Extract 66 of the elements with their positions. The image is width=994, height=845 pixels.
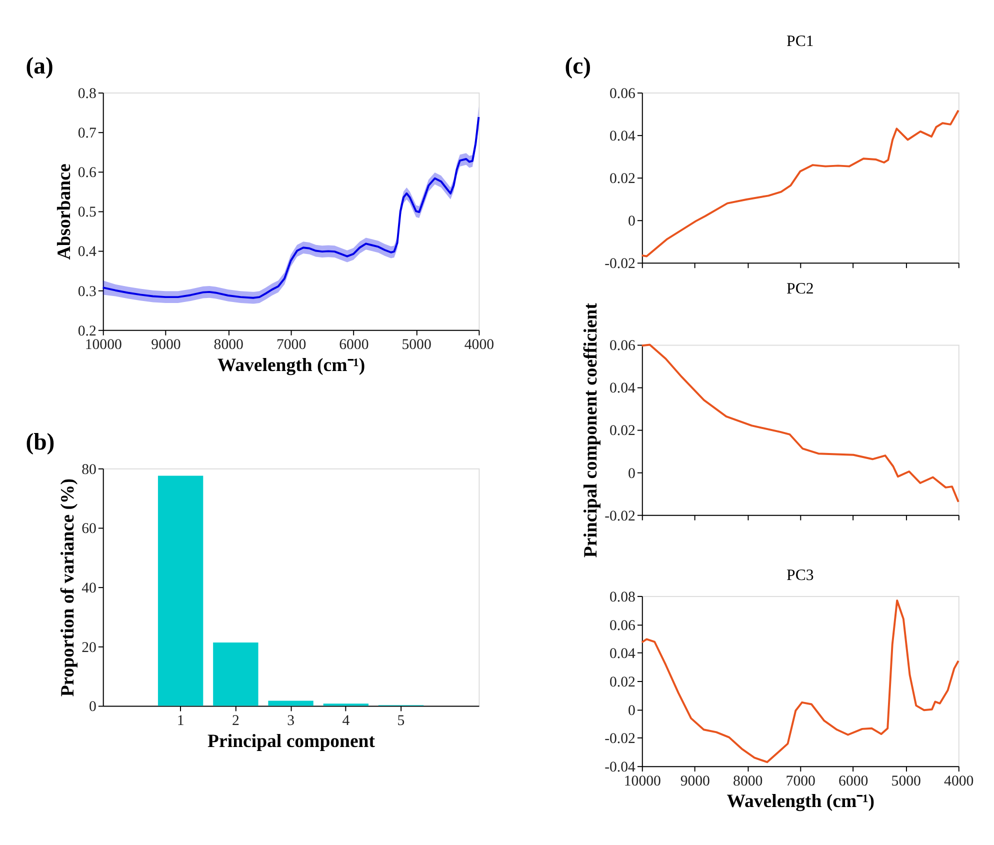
x-tick-label: 9000	[151, 337, 181, 354]
chart-title: PC1	[786, 33, 814, 50]
y-tick-label: 0.02	[610, 674, 636, 690]
x-tick-label: 3	[287, 713, 294, 730]
y-tick-label: 0.06	[610, 86, 636, 102]
x-axis-title: Wavelength (cm⁻¹)	[726, 791, 875, 812]
y-tick-label: 0.06	[610, 338, 636, 354]
x-tick-label: 8000	[733, 773, 763, 790]
chart-title: PC2	[786, 280, 814, 298]
x-tick-label: 7000	[786, 773, 816, 790]
x-tick-label: 5	[397, 713, 405, 730]
y-axis-title: Absorbance	[54, 164, 75, 260]
y-tick-label: -0.04	[604, 760, 636, 776]
y-tick-label: 0.04	[610, 380, 636, 397]
x-tick-label: 6000	[838, 773, 868, 790]
line-series	[640, 109, 960, 258]
x-tick-label: 1	[176, 713, 184, 730]
y-tick-label: 0.04	[610, 646, 636, 662]
y-tick-label: 0.06	[610, 618, 636, 634]
y-tick-label: 40	[82, 580, 96, 597]
y-tick-label: -0.02	[604, 256, 636, 272]
y-tick-label: 0.6	[78, 165, 96, 182]
x-tick-label: 4000	[944, 773, 974, 790]
y-tick-label: 0	[628, 214, 636, 230]
text: (b)	[26, 430, 55, 456]
y-tick-label: 0	[628, 702, 636, 719]
y-tick-label: 0.02	[610, 423, 636, 440]
x-tick-label: 7000	[276, 337, 306, 354]
y-tick-label: 0.4	[78, 244, 98, 260]
x-tick-label: 4000	[464, 337, 494, 354]
y-tick-label: 80	[82, 462, 96, 478]
y-axis-title: Principal component coefficient	[580, 302, 602, 558]
y-tick-label: 0.3	[78, 284, 96, 300]
x-tick-label: 10000	[624, 773, 661, 790]
x-tick-label: 5000	[402, 337, 432, 354]
y-tick-label: -0.02	[604, 731, 636, 748]
x-axis-title: Principal component	[208, 730, 376, 752]
text: (a)	[26, 54, 54, 80]
x-tick-label: 5000	[891, 773, 921, 790]
x-tick-label: 8000	[214, 337, 244, 354]
y-tick-label: 0.8	[78, 86, 96, 102]
line-series	[640, 344, 960, 503]
y-tick-label: 0.2	[78, 323, 96, 340]
line-series	[640, 600, 960, 764]
text: (c)	[564, 54, 592, 80]
y-tick-label: 60	[82, 521, 96, 538]
bar	[158, 476, 204, 706]
y-tick-label: 0.5	[78, 204, 96, 221]
y-tick-label: 20	[82, 640, 96, 656]
bar	[213, 642, 258, 706]
bar	[268, 700, 314, 706]
y-tick-label: 0.7	[78, 126, 96, 142]
x-tick-label: 6000	[339, 337, 369, 354]
y-tick-label: 0.04	[610, 128, 636, 145]
x-tick-label: 10000	[84, 337, 122, 354]
y-tick-label: -0.02	[604, 508, 636, 524]
y-axis-title: Proportion of variance (%)	[58, 478, 79, 697]
chart-title: PC3	[786, 567, 814, 584]
x-axis-title: Wavelength (cm⁻¹)	[217, 354, 366, 376]
y-tick-label: 0	[628, 466, 636, 482]
y-tick-label: 0.02	[610, 171, 636, 188]
x-tick-label: 2	[232, 713, 240, 730]
y-tick-label: 0	[89, 699, 96, 716]
x-tick-label: 4	[342, 713, 350, 730]
y-tick-label: 0.08	[610, 589, 636, 606]
x-tick-label: 9000	[680, 773, 710, 790]
